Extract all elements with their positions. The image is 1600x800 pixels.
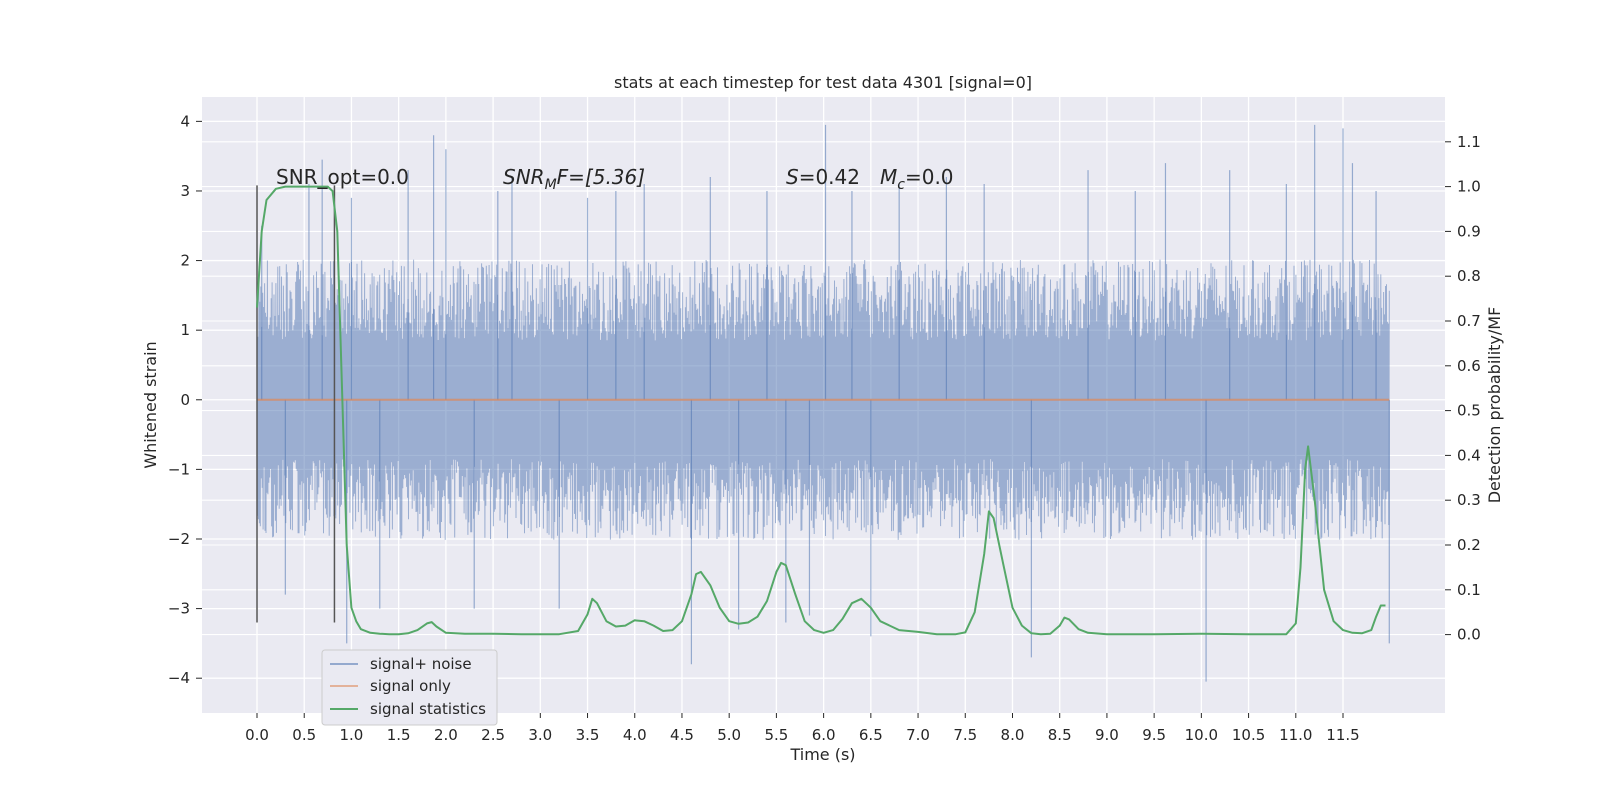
snr-mf-sub: M	[545, 177, 557, 193]
y-tick-label-2: 2	[180, 252, 190, 270]
y2-tick-labels: 1.1 1.0 0.9 0.8 0.7 0.6 0.5 0.4 0.3 0.2 0.1 0.0	[1445, 133, 1481, 644]
y-tick-labels: 4 3 2 1 0 −1 −2 −3 −4	[168, 112, 202, 687]
y2-tick-label-1: 1.0	[1457, 178, 1481, 196]
x-tick-label-9: 4.5	[670, 726, 694, 744]
y-tick-label-6: −2	[168, 530, 190, 548]
annotation-s: S=0.42	[786, 165, 860, 189]
x-tick-label-17: 8.5	[1048, 726, 1072, 744]
x-tick-label-23: 11.5	[1326, 726, 1359, 744]
x-tick-label-14: 7.0	[906, 726, 930, 744]
y2-tick-label-9: 0.2	[1457, 536, 1481, 554]
y2-tick-label-11: 0.0	[1457, 626, 1481, 644]
y2-tick-label-10: 0.1	[1457, 581, 1481, 599]
x-tick-label-10: 5.0	[717, 726, 741, 744]
y-tick-label-4: 0	[180, 391, 190, 409]
legend-label-signal-noise: signal+ noise	[370, 655, 472, 673]
x-axis-label: Time (s)	[789, 745, 855, 764]
x-tick-label-16: 8.0	[1001, 726, 1025, 744]
x-tick-label-11: 5.5	[764, 726, 788, 744]
x-tick-label-13: 6.5	[859, 726, 883, 744]
x-tick-label-1: 0.5	[292, 726, 316, 744]
x-tick-label-12: 6.0	[812, 726, 836, 744]
vertical-markers	[256, 185, 336, 623]
annotation-snr-opt: SNR_opt=0.0	[276, 165, 409, 189]
chart-title: stats at each timestep for test data 430…	[614, 73, 1032, 92]
y-tick-label-3: 1	[180, 321, 190, 339]
series-signal-noise	[256, 124, 1390, 682]
mc-sub: c	[897, 177, 905, 193]
y2-axis-label: Detection probability/MF	[1485, 307, 1504, 504]
x-tick-label-20: 10.0	[1185, 726, 1218, 744]
y-tick-label-8: −4	[168, 669, 190, 687]
s-value: =0.42	[799, 165, 860, 189]
y2-tick-label-8: 0.3	[1457, 491, 1481, 509]
y2-tick-label-3: 0.8	[1457, 267, 1481, 285]
snr-mf-prefix: SNR	[503, 165, 545, 189]
y2-tick-label-0: 1.1	[1457, 133, 1481, 151]
y-tick-label-5: −1	[168, 460, 190, 478]
x-tick-label-8: 4.0	[623, 726, 647, 744]
y2-tick-label-4: 0.7	[1457, 312, 1481, 330]
mc-value: =0.0	[905, 165, 954, 189]
y2-tick-label-6: 0.5	[1457, 402, 1481, 420]
x-tick-label-15: 7.5	[953, 726, 977, 744]
x-tick-label-21: 10.5	[1232, 726, 1265, 744]
x-tick-label-6: 3.0	[528, 726, 552, 744]
x-tick-label-22: 11.0	[1279, 726, 1312, 744]
x-tick-label-7: 3.5	[576, 726, 600, 744]
legend-box	[321, 649, 498, 726]
y-axis-label: Whitened strain	[141, 341, 160, 468]
x-tick-label-2: 1.0	[340, 726, 364, 744]
legend-label-signal-statistics: signal statistics	[370, 700, 486, 718]
s-prefix: S	[786, 165, 799, 189]
x-tick-labels: 0.0 0.5 1.0 1.5 2.0 2.5 3.0 3.5 4.0 4.5 5.0 5.5 6.0 6…	[245, 713, 1360, 744]
x-tick-label-5: 2.5	[481, 726, 505, 744]
y2-tick-label-2: 0.9	[1457, 222, 1481, 240]
x-tick-label-0: 0.0	[245, 726, 269, 744]
legend: signal+ noise signal only signal statist…	[321, 649, 498, 726]
y-tick-label-0: 4	[180, 112, 190, 130]
annotation-mc: Mc=0.0	[880, 165, 954, 193]
legend-label-signal-only: signal only	[370, 677, 451, 695]
y-tick-label-1: 3	[180, 182, 190, 200]
x-tick-label-19: 9.5	[1142, 726, 1166, 744]
x-tick-label-3: 1.5	[387, 726, 411, 744]
signal-statistics-line	[256, 185, 1386, 636]
mc-prefix: M	[880, 165, 897, 189]
x-tick-label-18: 9.0	[1095, 726, 1119, 744]
y-tick-label-7: −3	[168, 600, 190, 618]
x-tick-label-4: 2.0	[434, 726, 458, 744]
y2-tick-label-5: 0.6	[1457, 357, 1481, 375]
annotation-snr-mf: SNRMF=[5.36]	[503, 165, 645, 193]
y2-tick-label-7: 0.4	[1457, 446, 1481, 464]
series-signal-statistics	[256, 185, 1386, 636]
snr-mf-suffix: F=[5.36]	[557, 165, 645, 189]
